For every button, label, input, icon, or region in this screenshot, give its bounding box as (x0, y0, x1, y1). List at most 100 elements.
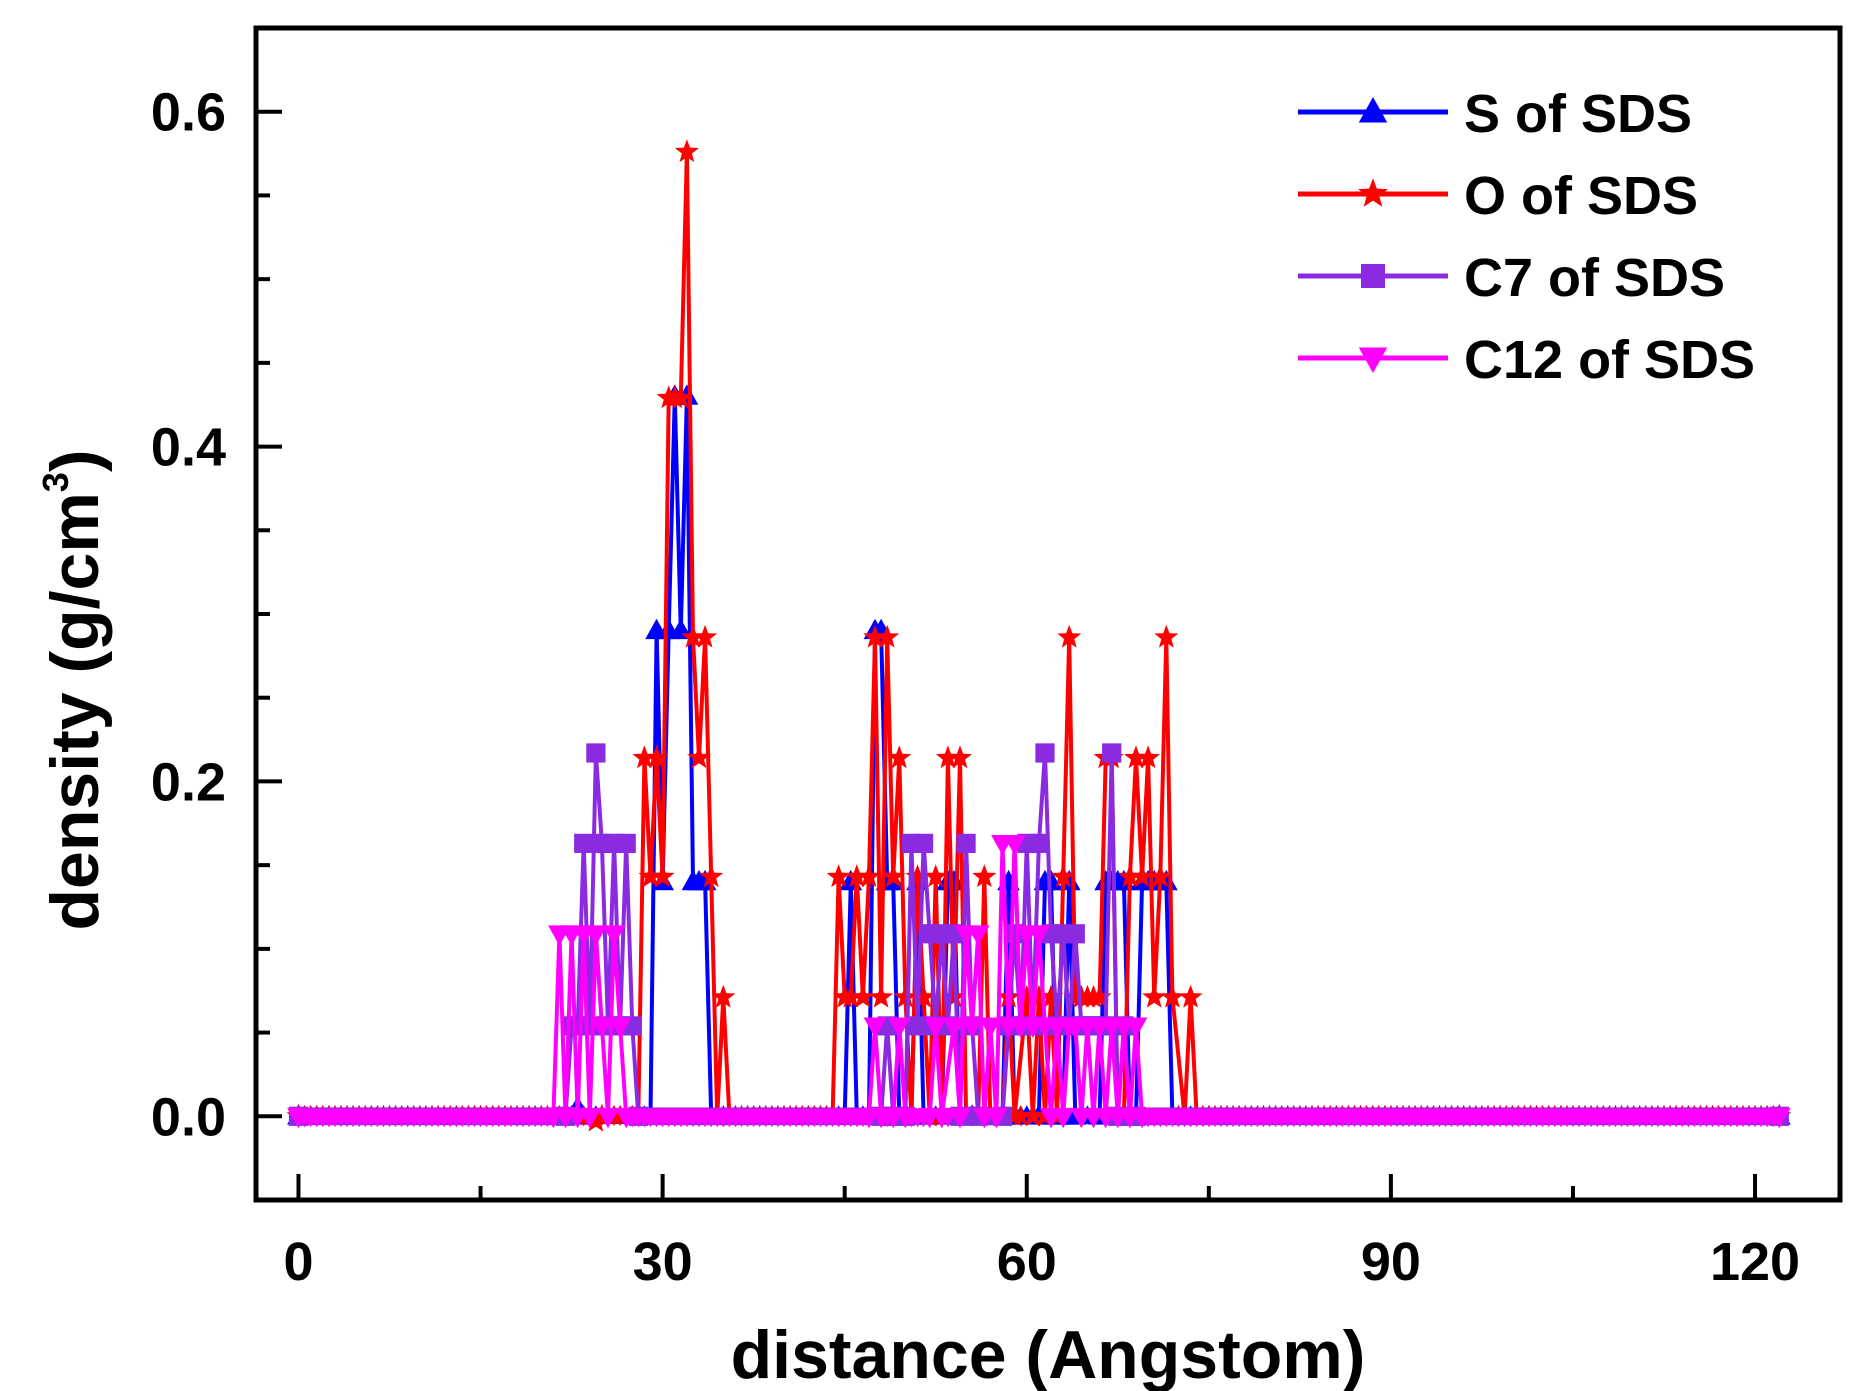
data-point (966, 925, 990, 946)
data-point (574, 833, 594, 853)
data-point (693, 624, 718, 648)
data-point (893, 1107, 917, 1129)
y-tick-label: 0.6 (151, 83, 226, 143)
data-point (923, 864, 948, 888)
data-point (857, 864, 881, 888)
data-point (863, 1017, 887, 1038)
data-point (668, 385, 693, 409)
data-point (1014, 984, 1039, 1008)
y-axis-title: density (g/cm3) (35, 449, 113, 930)
data-point (590, 1017, 614, 1038)
data-point (985, 1107, 1008, 1129)
legend-label: S of SDS (1464, 84, 1692, 144)
x-tick-label: 0 (283, 1232, 313, 1292)
data-point (1087, 984, 1112, 1008)
y-tick-label: 0.0 (151, 1087, 226, 1147)
data-point (1102, 743, 1122, 763)
data-point (905, 864, 930, 888)
data-point (602, 925, 626, 946)
data-point (650, 864, 675, 888)
data-point (1124, 745, 1148, 769)
data-point (924, 1017, 948, 1038)
data-point (596, 1107, 620, 1129)
legend: S of SDS O of SDS C7 of SDS C12 of SDS (1298, 84, 1755, 390)
data-point (1130, 1107, 1154, 1129)
x-axis-title: distance (Angstom) (731, 1317, 1366, 1391)
data-point (1160, 984, 1185, 1008)
data-point (948, 1107, 972, 1129)
x-tick-label: 120 (1710, 1232, 1800, 1292)
data-point (863, 624, 887, 648)
data-point (1148, 864, 1173, 888)
data-point (608, 1017, 632, 1038)
series-layer (286, 139, 1792, 1132)
data-point (1003, 834, 1027, 856)
data-point (956, 833, 976, 853)
data-point (972, 864, 997, 888)
data-point (930, 1107, 954, 1129)
data-point (881, 864, 906, 888)
data-point (1051, 1107, 1075, 1129)
y-axis-title-main: density (g/cm (37, 492, 113, 930)
data-point (578, 1107, 602, 1129)
legend-item-c12-of-sds: C12 of SDS (1298, 330, 1755, 390)
data-point (978, 1017, 1002, 1038)
data-point (948, 745, 972, 769)
x-tick-label: 30 (633, 1232, 693, 1292)
data-point (911, 984, 936, 1008)
data-point (1154, 624, 1179, 648)
data-point (1035, 743, 1055, 763)
data-point (907, 1016, 928, 1036)
y-tick-label: 0.4 (151, 418, 226, 478)
x-tick-label: 60 (997, 1232, 1057, 1292)
data-point (1065, 924, 1085, 944)
data-point (887, 1017, 911, 1038)
data-point (887, 745, 912, 769)
y-axis-title-close: ) (37, 449, 113, 472)
data-point (941, 984, 966, 1008)
data-point (287, 1107, 310, 1129)
data-point (893, 984, 918, 1008)
legend-item-o-of-sds: O of SDS (1298, 166, 1698, 226)
data-point (644, 745, 669, 769)
legend-marker (1361, 264, 1385, 288)
data-point (844, 864, 869, 888)
data-point (838, 984, 863, 1008)
data-point (1029, 833, 1049, 853)
data-point (1057, 624, 1082, 648)
data-point (875, 624, 900, 648)
data-point (1117, 864, 1142, 888)
legend-label: C7 of SDS (1464, 248, 1725, 308)
data-point (1002, 1103, 1027, 1127)
data-point (850, 984, 875, 1008)
legend-item-c7-of-sds: C7 of SDS (1298, 248, 1725, 308)
data-point (1039, 984, 1063, 1008)
data-point (960, 1017, 984, 1038)
data-point (1027, 925, 1051, 946)
data-point (632, 745, 657, 769)
data-point (638, 864, 663, 888)
data-point (869, 984, 894, 1008)
legend-marker (1358, 178, 1388, 207)
y-tick-label: 0.2 (151, 752, 226, 812)
data-point (826, 864, 851, 888)
data-point (1020, 1103, 1045, 1127)
y-axis-ticks: 0.0 0.2 0.4 0.6 (151, 83, 282, 1147)
data-point (1124, 1017, 1148, 1038)
x-axis-ticks: 0 30 60 90 120 (283, 1174, 1800, 1292)
series-markers (287, 834, 1791, 1129)
data-point (584, 925, 608, 946)
data-point (1130, 864, 1155, 888)
data-point (942, 869, 966, 891)
data-point (674, 139, 699, 163)
data-point (935, 745, 960, 769)
data-point (687, 745, 711, 769)
data-point (1051, 864, 1076, 888)
data-point (1136, 745, 1161, 769)
data-point (913, 833, 934, 853)
data-point (681, 624, 705, 648)
legend-label: C12 of SDS (1464, 330, 1755, 390)
data-point (616, 833, 636, 853)
legend-marker (1358, 97, 1388, 123)
